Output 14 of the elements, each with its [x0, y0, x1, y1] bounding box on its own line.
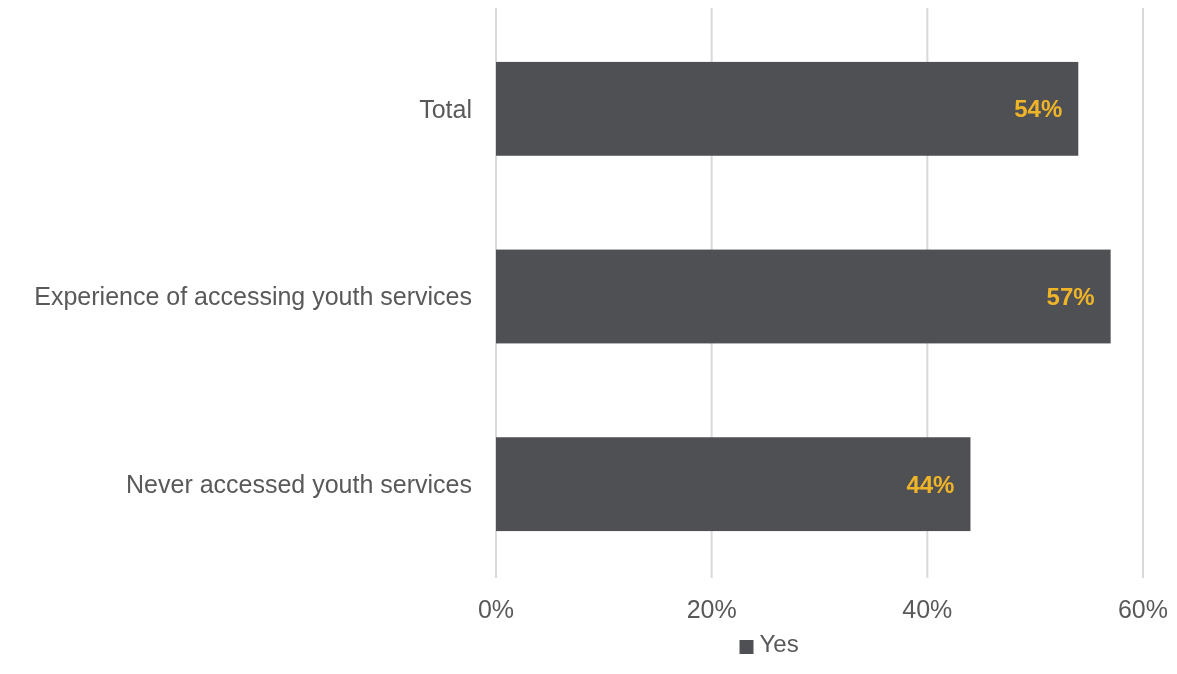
- bar: [496, 61, 1079, 156]
- data-label: 44%: [906, 470, 955, 498]
- x-tick-label: 40%: [902, 595, 953, 623]
- x-tick-label: 0%: [477, 595, 515, 623]
- data-label: 57%: [1046, 282, 1095, 310]
- x-tick-label: 60%: [1117, 595, 1169, 623]
- legend-label: Yes: [759, 630, 799, 657]
- data-label: 54%: [1014, 95, 1063, 123]
- y-tick-label: Total: [419, 94, 472, 123]
- bar: [496, 249, 1111, 344]
- y-tick-label: Never accessed youth services: [126, 469, 472, 498]
- x-tick-label: 20%: [686, 595, 737, 623]
- bar: [496, 437, 971, 532]
- y-tick-label: Experience of accessing youth services: [34, 282, 472, 311]
